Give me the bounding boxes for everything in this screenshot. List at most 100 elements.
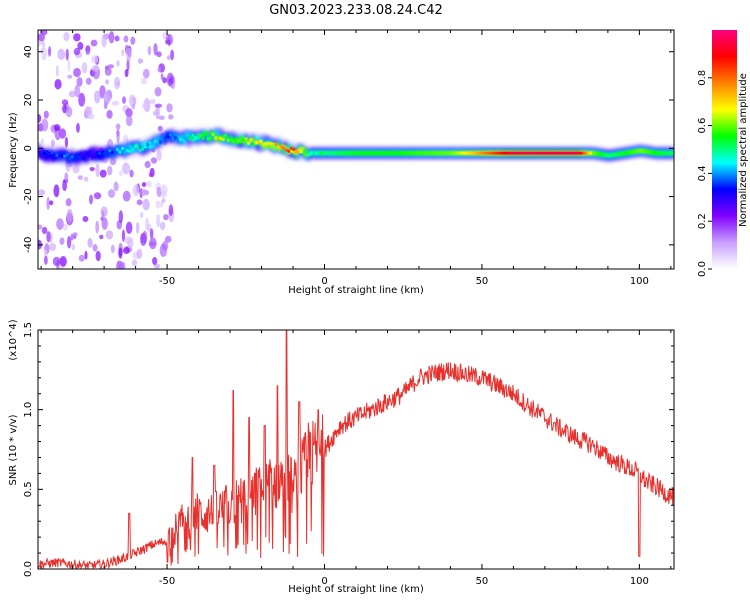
ridge-cell [75,155,79,159]
noise-blob [38,33,46,42]
noise-blob [83,176,89,182]
snr-x-ticks: -50 0 50 100 [40,330,672,587]
ridge-cell [597,152,600,156]
band-cell [77,150,81,158]
ridge-cell [395,151,399,155]
noise-blob [108,31,115,44]
band-cell [126,143,129,151]
noise-blob [116,129,120,144]
ridge-cell [78,155,82,159]
noise-blob [155,105,160,120]
ridge-cell [211,133,215,137]
ridge-cell [85,152,89,156]
ridge-cell [614,152,618,156]
ridge-cell [521,151,525,155]
ridge-cell [50,151,54,155]
noise-blob [149,99,156,105]
ridge-cell [209,136,213,140]
noise-blob [146,180,152,188]
band-cell [201,129,204,137]
ridge-cell [121,146,124,150]
ridge-cell [68,157,72,161]
band-cell [282,147,286,155]
x-tick-label: 100 [630,576,649,587]
band-cell [86,152,90,160]
band-cell [225,135,228,140]
band-cell [214,137,217,142]
ridge-cell [506,151,510,155]
ridge-cell [277,145,281,149]
noise-blob [40,47,45,53]
ridge-cell [486,151,490,155]
noise-blob [74,84,81,98]
ridge-cell [413,151,417,155]
band-cell [258,141,261,152]
y-tick-label: 0.0 [23,561,34,577]
noise-blob [153,263,161,269]
band-cell [161,134,165,139]
noise-blob [118,247,123,259]
ridge-cell [441,151,444,155]
ridge-cell [380,151,384,155]
ridge-cell [98,151,102,155]
band-cell [148,145,151,150]
noise-blob [160,73,164,80]
ridge-cell [345,151,349,155]
band-cell [95,153,98,161]
figure-title: GN03.2023.233.08.24.C42 [269,3,443,18]
noise-blob [65,198,72,207]
band-cell [44,155,48,160]
band-cell [192,138,195,143]
band-cell [68,154,72,159]
band-cell [300,146,303,151]
spectrogram-content [38,30,674,269]
band-cell [95,152,98,157]
band-cell [256,135,259,143]
ridge-cell [435,151,439,155]
band-cell [278,147,281,152]
ridge-cell [599,152,603,156]
ridge-cell [461,151,464,155]
noise-blob [92,243,98,252]
ridge-cell [254,141,258,145]
ridge-cell [415,151,419,155]
band-cell [93,146,96,157]
band-cell [304,152,308,157]
noise-blob [46,197,50,210]
noise-blob [141,188,147,197]
ridge-cell [634,149,638,153]
x-tick-label: 0 [321,276,327,287]
band-cell [183,139,187,144]
band-cell [256,140,259,151]
noise-blob [121,49,125,56]
band-cell [236,140,239,145]
snr-panel: -50 0 50 100 0.0 0.5 1.0 1.5 Height of straigh… [8,319,675,595]
ridge-cell [126,149,129,153]
noise-blob [48,46,52,57]
noise-blob [108,189,116,198]
ridge-cell [282,146,286,150]
band-cell [238,138,242,143]
ridge-cell [554,151,558,155]
ridge-cell [622,151,626,155]
band-cell [209,130,213,135]
band-cell [273,146,277,151]
ridge-cell [602,153,606,157]
noise-blob [41,40,46,49]
ridge-cell [322,151,326,155]
noise-blob [67,59,71,73]
noise-blob [63,31,70,42]
noise-blob [166,103,173,113]
band-cell [42,148,46,153]
ridge-cell [360,151,364,155]
noise-blob [160,184,168,195]
band-cell [271,144,275,149]
ridge-cell [335,151,339,155]
ridge-cell [529,151,532,155]
ridge-cell [325,151,328,155]
band-cell [289,149,292,154]
ridge-cell [672,151,674,155]
noise-blob [122,246,130,255]
noise-blob [119,170,123,177]
